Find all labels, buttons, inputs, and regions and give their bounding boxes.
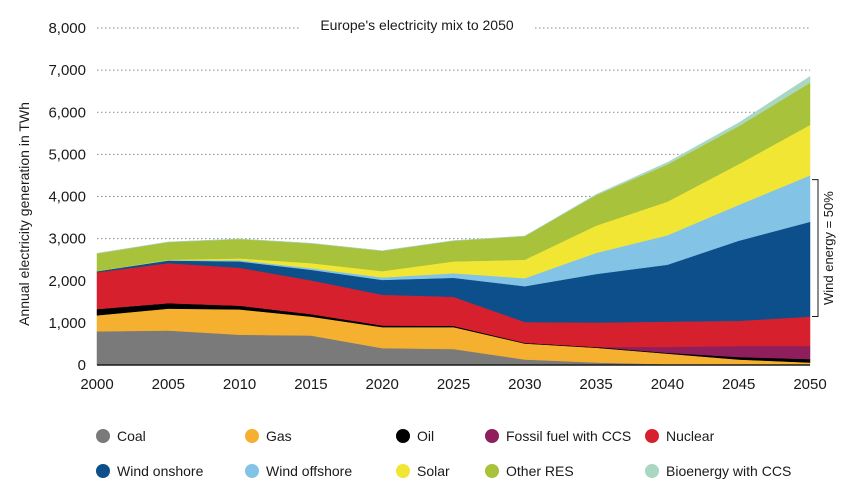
y-tick-label: 4,000 <box>48 189 86 206</box>
legend-item-solar: Solar <box>396 463 450 479</box>
legend-label: Other RES <box>506 463 574 479</box>
x-tick-label: 2050 <box>793 376 826 393</box>
legend: Coal Gas Oil Fossil fuel with CCS Nuclear Win… <box>96 428 791 479</box>
y-axis-label: Annual electricity generation in TWh <box>16 102 32 326</box>
x-tick-label: 2020 <box>366 376 399 393</box>
legend-label: Wind onshore <box>117 463 204 479</box>
legend-label: Fossil fuel with CCS <box>506 428 631 444</box>
x-tick-label: 2015 <box>294 376 327 393</box>
stacked-areas <box>96 75 811 366</box>
legend-swatch <box>485 429 499 443</box>
legend-swatch <box>645 429 659 443</box>
x-tick-label: 2040 <box>651 376 684 393</box>
legend-label: Oil <box>417 428 434 444</box>
x-tick-label: 2030 <box>508 376 541 393</box>
x-tick-label: 2045 <box>722 376 755 393</box>
y-tick-label: 7,000 <box>48 62 86 79</box>
x-tick-label: 2010 <box>223 376 256 393</box>
x-tick-label: 2005 <box>152 376 185 393</box>
legend-label: Nuclear <box>666 428 715 444</box>
chart-title: Europe's electricity mix to 2050 <box>320 17 514 33</box>
x-axis-ticks: 2000 2005 2010 2015 2020 2025 2030 2035 2040 2045… <box>80 376 826 393</box>
legend-label: Coal <box>117 428 146 444</box>
legend-swatch <box>396 464 410 478</box>
legend-item-wind-offshore: Wind offshore <box>245 463 352 479</box>
legend-swatch <box>396 429 410 443</box>
legend-swatch <box>645 464 659 478</box>
legend-item-oil: Oil <box>396 428 434 444</box>
legend-label: Bioenergy with CCS <box>666 463 791 479</box>
legend-label: Wind offshore <box>266 463 352 479</box>
legend-swatch <box>245 429 259 443</box>
x-tick-label: 2035 <box>579 376 612 393</box>
y-tick-label: 8,000 <box>48 20 86 37</box>
y-tick-label: 0 <box>78 357 86 374</box>
y-tick-label: 6,000 <box>48 104 86 121</box>
x-tick-label: 2000 <box>80 376 113 393</box>
y-axis-ticks: 0 1,000 2,000 3,000 4,000 5,000 6,000 7,000 8,00… <box>48 20 86 374</box>
annotation-label: Wind energy = 50% <box>821 191 836 305</box>
legend-item-bioenergy-with-ccs: Bioenergy with CCS <box>645 463 791 479</box>
wind-annotation: Wind energy = 50% <box>812 179 836 318</box>
annotation-bracket <box>812 179 819 318</box>
area-bioenergy-with-ccs <box>96 75 811 254</box>
y-tick-label: 3,000 <box>48 231 86 248</box>
legend-swatch <box>245 464 259 478</box>
legend-swatch <box>96 429 110 443</box>
legend-swatch <box>485 464 499 478</box>
x-tick-label: 2025 <box>437 376 470 393</box>
legend-label: Gas <box>266 428 292 444</box>
legend-item-nuclear: Nuclear <box>645 428 715 444</box>
legend-swatch <box>96 464 110 478</box>
legend-item-fossil-fuel-with-ccs: Fossil fuel with CCS <box>485 428 631 444</box>
y-tick-label: 2,000 <box>48 273 86 290</box>
legend-item-other-res: Other RES <box>485 463 574 479</box>
legend-item-gas: Gas <box>245 428 292 444</box>
legend-label: Solar <box>417 463 450 479</box>
legend-item-wind-onshore: Wind onshore <box>96 463 204 479</box>
y-tick-label: 5,000 <box>48 146 86 163</box>
y-tick-label: 1,000 <box>48 315 86 332</box>
legend-item-coal: Coal <box>96 428 146 444</box>
